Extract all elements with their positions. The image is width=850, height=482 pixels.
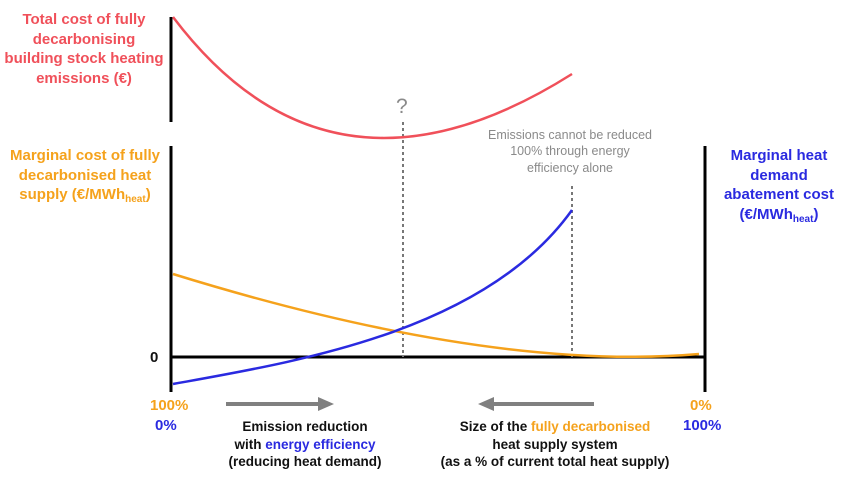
emission-reduction-arrow-head [318,397,334,411]
heat-supply-cost-curve [172,272,700,359]
zero-axis-label: 0 [150,349,159,366]
total-cost-label: Total cost of fully decarbonising buildi… [4,11,164,87]
total-cost-curve [172,16,573,140]
right-supply-percent: 0% [690,397,712,414]
efficiency-limit-note: Emissions cannot be reduced 100% through… [488,128,652,175]
supply-size-caption: Size of the fully decarbonised heat supp… [440,419,670,470]
optimum-question-mark: ? [396,95,408,118]
demand-abatement-cost-curve [172,209,574,386]
supply-size-arrow-head [478,397,494,411]
left-demand-percent: 0% [155,417,177,434]
emission-reduction-caption: Emission reduction with energy efficienc… [228,419,382,470]
marginal-demand-cost-label: Marginal heat demand abatement cost (€/M… [723,147,835,225]
left-supply-percent: 100% [150,397,189,414]
right-demand-percent: 100% [683,417,722,434]
marginal-supply-cost-label: Marginal cost of fully decarbonised heat… [9,147,160,205]
